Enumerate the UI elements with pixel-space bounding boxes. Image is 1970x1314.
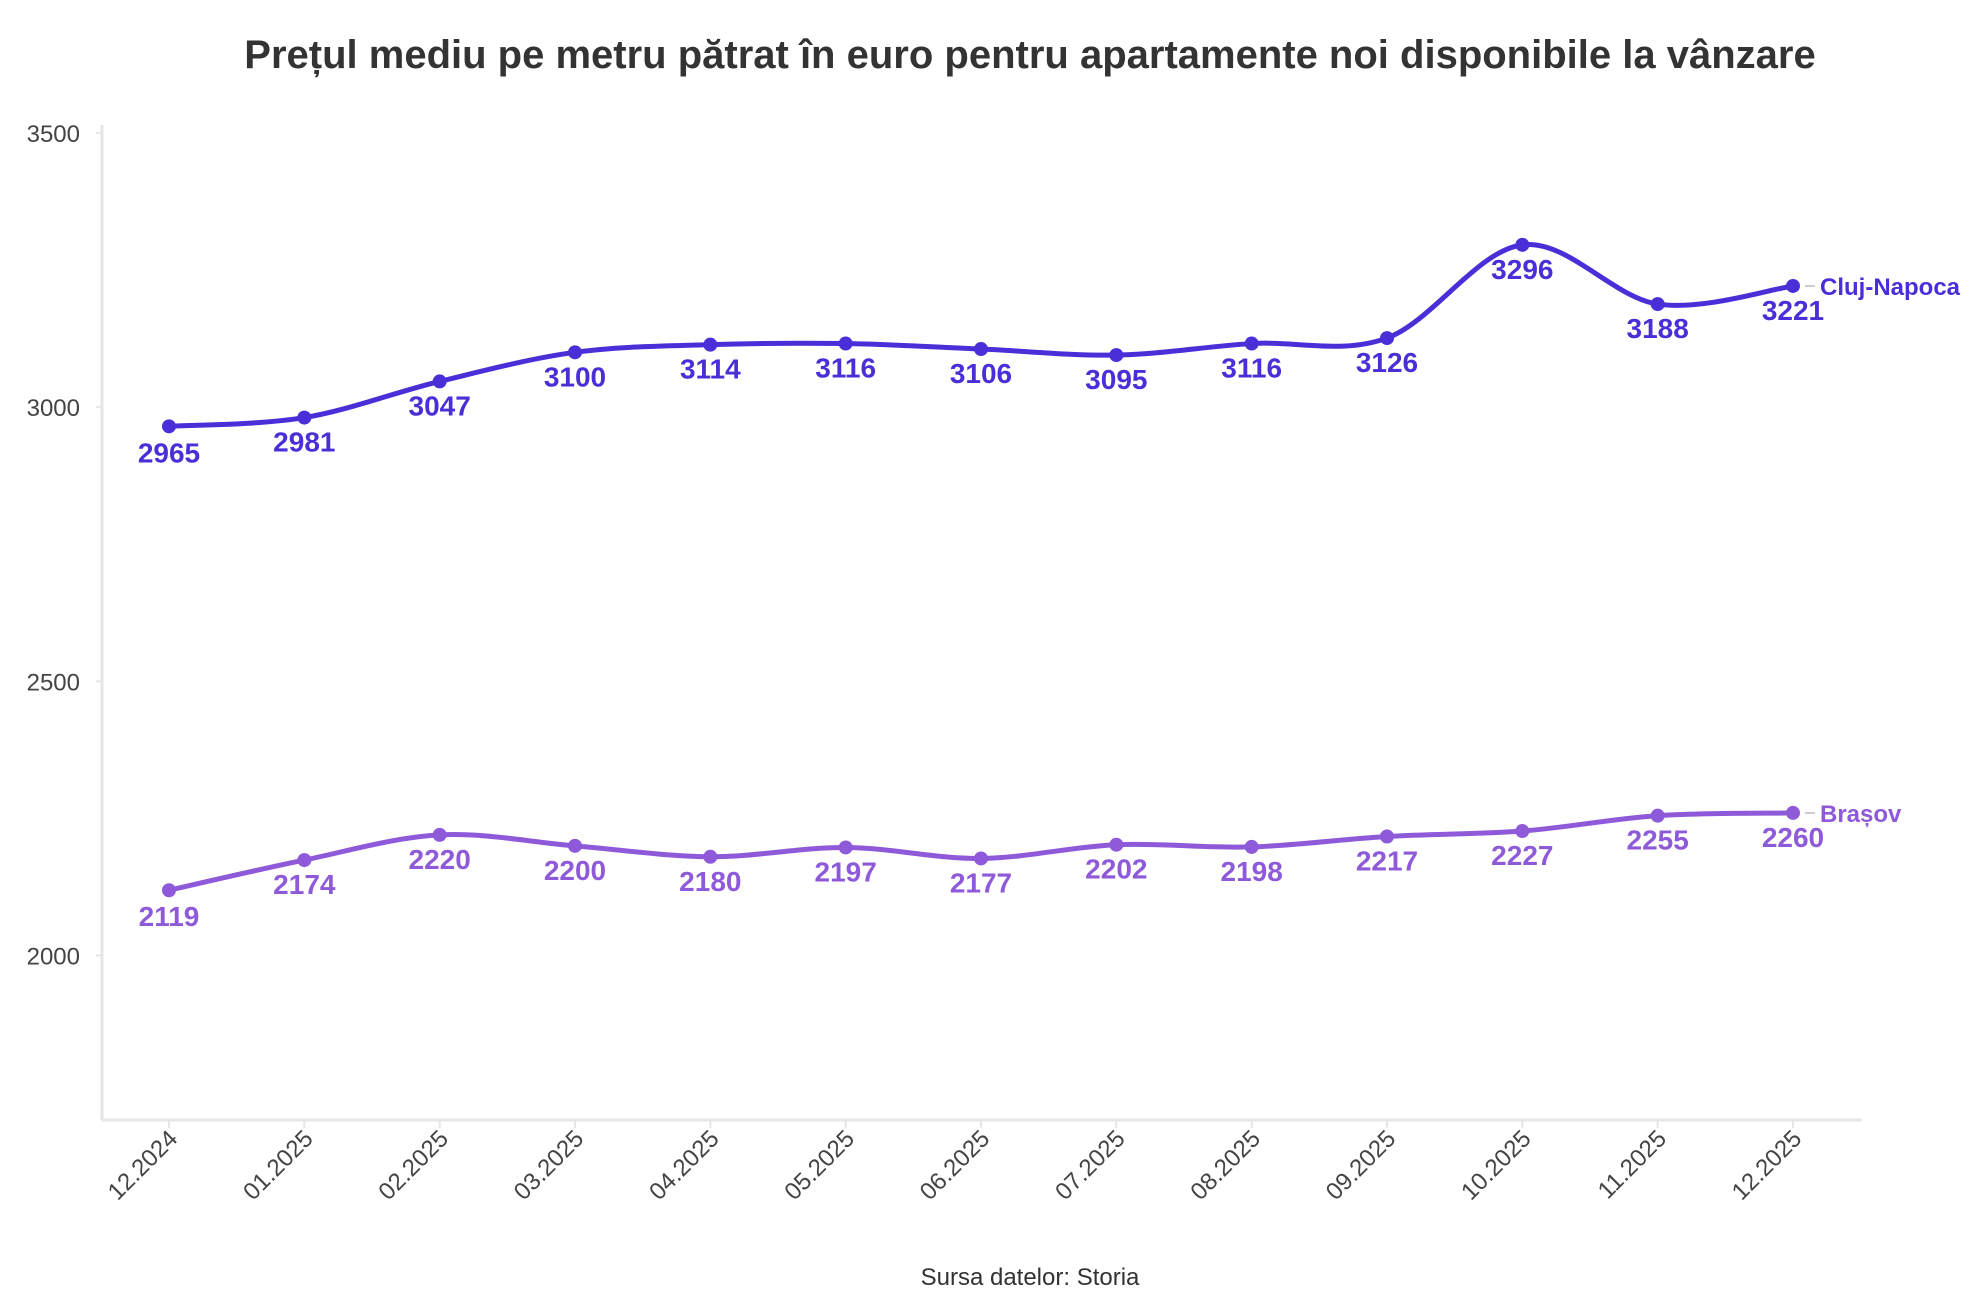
x-tick-label: 12.2025 <box>1727 1125 1807 1205</box>
x-tick-label: 10.2025 <box>1456 1125 1536 1205</box>
data-point <box>838 336 853 351</box>
data-point <box>838 840 853 855</box>
data-label: 3188 <box>1627 313 1689 344</box>
data-point <box>1650 808 1665 823</box>
data-label: 2200 <box>544 855 606 886</box>
data-label: 2202 <box>1085 854 1147 885</box>
data-label: 3116 <box>1221 353 1282 384</box>
data-label: 3047 <box>409 390 471 421</box>
chart-title: Prețul mediu pe metru pătrat în euro pen… <box>244 33 1815 77</box>
series-name-label: Brașov <box>1820 801 1902 828</box>
data-point <box>974 851 988 866</box>
series-cluj-napoca: 2965 2981 3047 3100 3114 3116 3106 3095 3116 3126… <box>138 237 1961 468</box>
data-label: 2217 <box>1356 846 1418 877</box>
x-tick-label: 02.2025 <box>373 1125 453 1205</box>
data-point <box>432 374 447 389</box>
series-layer: 2965 2981 3047 3100 3114 3116 3106 3095 3116 3126… <box>138 237 1961 932</box>
x-tick-label: 01.2025 <box>238 1125 318 1205</box>
data-label: 2174 <box>273 869 336 900</box>
x-tick-label: 06.2025 <box>915 1125 995 1205</box>
data-point <box>297 853 312 868</box>
data-point <box>1244 336 1259 351</box>
series-bra-ov: 2119 2174 2220 2200 2180 2197 2177 2202 2198 2217… <box>139 801 1902 932</box>
series-name-label: Cluj-Napoca <box>1820 274 1961 301</box>
data-label: 2255 <box>1627 825 1689 856</box>
data-point <box>432 827 447 842</box>
data-label: 2119 <box>139 901 200 932</box>
data-label: 2198 <box>1221 856 1283 887</box>
data-point <box>1244 839 1259 854</box>
data-point <box>1786 805 1800 820</box>
data-point <box>162 883 176 898</box>
data-label: 2180 <box>679 866 741 897</box>
data-label: 2220 <box>409 844 471 875</box>
data-label: 2197 <box>815 856 877 887</box>
data-point <box>1380 829 1394 844</box>
y-tick-label: 2000 <box>27 944 80 971</box>
x-tick-label: 08.2025 <box>1185 1125 1265 1205</box>
y-axis-ticks: 2000 2500 3000 3500 <box>27 121 102 971</box>
data-label: 2177 <box>950 867 1012 898</box>
data-point <box>1515 237 1530 252</box>
y-tick-label: 3000 <box>27 395 80 422</box>
data-point <box>1515 824 1530 839</box>
data-point <box>1380 331 1394 346</box>
data-point <box>297 410 312 425</box>
y-tick-label: 2500 <box>27 669 80 696</box>
source-note: Sursa datelor: Storia <box>921 1264 1140 1291</box>
data-label: 3221 <box>1762 295 1824 326</box>
data-label: 3126 <box>1356 347 1418 378</box>
data-label: 3296 <box>1491 254 1553 285</box>
data-point <box>568 838 582 853</box>
data-point <box>1786 278 1800 293</box>
data-label: 2965 <box>138 437 200 468</box>
x-tick-label: 11.2025 <box>1593 1125 1672 1204</box>
data-label: 2260 <box>1762 822 1824 853</box>
data-point <box>974 342 988 357</box>
x-tick-label: 05.2025 <box>779 1125 859 1205</box>
data-point <box>703 849 718 864</box>
x-tick-label: 03.2025 <box>509 1125 589 1205</box>
data-label: 3095 <box>1085 364 1147 395</box>
y-tick-label: 3500 <box>27 121 80 148</box>
data-label: 3116 <box>815 353 876 384</box>
data-point <box>1109 348 1124 363</box>
x-tick-label: 09.2025 <box>1321 1125 1401 1205</box>
data-label: 3106 <box>950 358 1012 389</box>
x-axis-ticks: 12.2024 01.2025 02.2025 03.2025 04.2025 05.20… <box>103 1120 1807 1206</box>
data-point <box>162 419 176 434</box>
data-point <box>568 345 582 360</box>
data-point <box>703 337 718 352</box>
x-tick-label: 12.2024 <box>103 1125 183 1205</box>
data-label: 2981 <box>273 427 335 458</box>
data-label: 3114 <box>680 354 741 385</box>
data-label: 3100 <box>544 361 606 392</box>
x-tick-label: 07.2025 <box>1050 1125 1130 1205</box>
data-label: 2227 <box>1491 840 1553 871</box>
x-tick-label: 04.2025 <box>644 1125 724 1205</box>
data-point <box>1650 297 1665 312</box>
data-point <box>1109 837 1124 852</box>
